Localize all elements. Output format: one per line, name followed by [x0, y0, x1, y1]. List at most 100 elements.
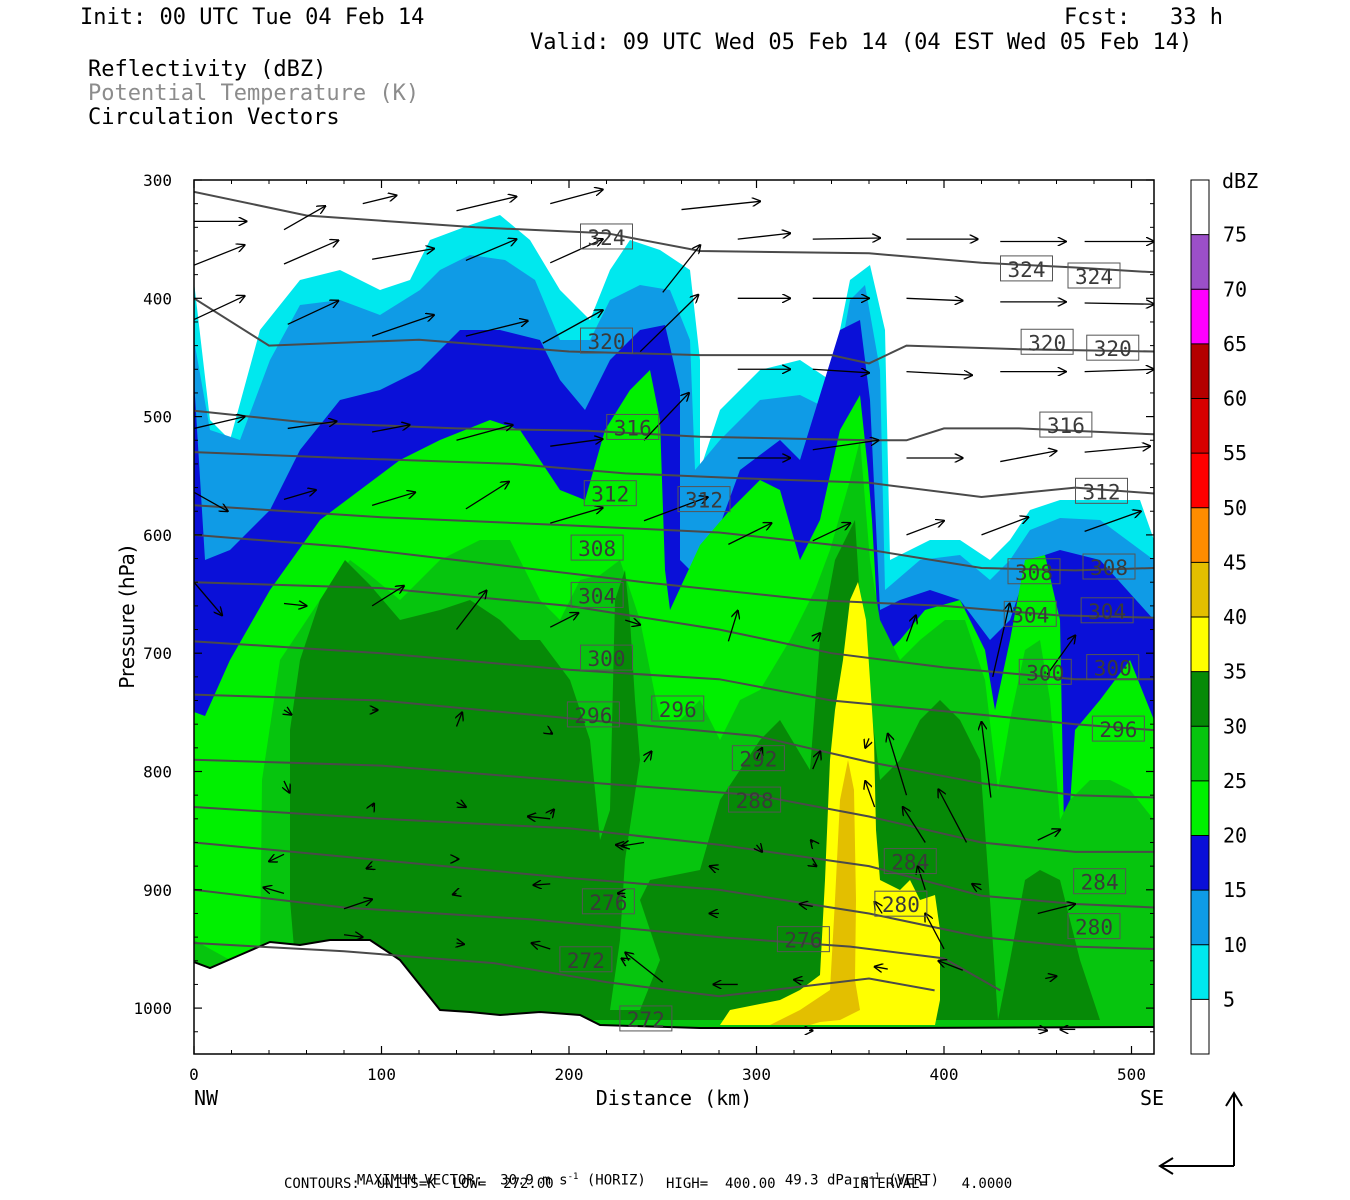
y-axis-label: Pressure (hPa) — [115, 545, 139, 688]
theta-contour-label: 288 — [728, 786, 782, 813]
circulation-vector — [550, 732, 552, 733]
theta-contour-label: 316 — [606, 413, 660, 440]
circulation-vector — [284, 780, 290, 793]
circulation-vector — [1037, 829, 1061, 841]
circulation-vector — [728, 523, 771, 545]
colorbar-bin — [1191, 562, 1209, 617]
circulation-vector — [371, 586, 404, 607]
colorbar-bin — [1191, 726, 1209, 781]
circulation-vector — [972, 884, 982, 890]
circulation-vector — [1037, 904, 1076, 915]
svg-text:324: 324 — [1075, 265, 1113, 289]
circulation-vector — [639, 295, 698, 352]
colorbar-level-label: 60 — [1223, 387, 1247, 411]
theta-contour-label: 320 — [580, 327, 633, 354]
plot-frame — [193, 179, 1155, 1055]
svg-text:296: 296 — [1099, 718, 1137, 742]
x-tick-label: 400 — [930, 1065, 959, 1084]
circulation-vector — [528, 816, 551, 818]
circulation-vector — [938, 961, 963, 971]
theta-contour-296 — [194, 640, 1154, 732]
theta-contour-label: 320 — [1020, 328, 1074, 355]
circulation-vector — [1084, 511, 1141, 532]
y-tick-label: 1000 — [133, 999, 172, 1018]
max-vector-horiz-label: (HORIZ) — [578, 1172, 646, 1189]
circulation-vector — [453, 893, 457, 894]
svg-text:312: 312 — [685, 489, 723, 513]
forecast-hour: Fcst: 33 h — [1064, 5, 1223, 30]
theta-contour-272 — [194, 942, 935, 998]
circulation-vector — [905, 615, 916, 642]
theta-contour-292 — [194, 693, 1154, 799]
circulation-vector — [888, 734, 908, 796]
circulation-vector — [727, 611, 737, 642]
theta-contour-300 — [194, 581, 1154, 681]
colorbar-level-label: 55 — [1223, 441, 1247, 465]
circulation-vector — [550, 508, 603, 524]
circulation-vector — [1084, 303, 1154, 304]
colorbar-bin-top — [1191, 180, 1209, 235]
svg-text:312: 312 — [1083, 480, 1121, 504]
colorbar-bin — [1191, 835, 1209, 891]
circulation-vector — [1084, 369, 1154, 371]
circulation-vector — [372, 249, 434, 260]
svg-text:324: 324 — [1008, 258, 1046, 282]
max-vector-vert-info: 49.3 dPa s-1 (VERT) — [768, 1156, 939, 1189]
x-tick-label: 300 — [742, 1065, 771, 1084]
circulation-vector — [981, 517, 1029, 536]
colorbar-bin — [1191, 234, 1209, 290]
reflectivity-35dbz — [720, 582, 940, 1025]
circulation-vector — [982, 722, 992, 798]
circulation-vector — [455, 591, 487, 630]
circulation-vector — [918, 866, 926, 890]
circulation-vector — [662, 245, 701, 293]
svg-text:316: 316 — [1047, 414, 1085, 438]
colorbar-bin — [1191, 999, 1209, 1054]
theta-contour-280 — [194, 841, 1154, 950]
colorbar-bin — [1191, 398, 1209, 454]
terrain-line — [194, 939, 1154, 1029]
svg-text:276: 276 — [784, 929, 822, 953]
circulation-vector — [794, 980, 804, 981]
theta-contour-label: 304 — [570, 581, 624, 608]
theta-contour-label: 284 — [883, 848, 937, 875]
circulation-vector — [263, 887, 285, 893]
contours-interval: INTERVAL= 4.0000 — [852, 1176, 1013, 1192]
max-vector-vert-value: 49.3 dPa s — [784, 1172, 870, 1189]
potential-temperature-contours — [194, 190, 1154, 998]
y-tick-label: 400 — [143, 289, 172, 308]
circulation-vector — [533, 884, 551, 885]
circulation-vector — [1084, 446, 1151, 453]
theta-contour-label: 308 — [570, 534, 624, 561]
theta-contour-label: 316 — [1039, 411, 1093, 438]
circulation-vector — [865, 781, 876, 808]
circulation-vector — [865, 738, 869, 747]
colorbar-level-label: 5 — [1223, 987, 1235, 1011]
y-tick-label: 900 — [143, 881, 172, 900]
circulation-vector — [710, 866, 720, 870]
svg-text:288: 288 — [736, 789, 774, 813]
theta-contour-label: 324 — [1000, 255, 1053, 282]
circulation-vector — [456, 425, 513, 441]
colorbar-bin — [1191, 617, 1209, 672]
circulation-vector — [456, 802, 466, 807]
field-circulation-vectors: Circulation Vectors — [88, 105, 340, 130]
circulation-vector — [938, 789, 968, 843]
x-tick-label: 200 — [555, 1065, 584, 1084]
svg-text:320: 320 — [1028, 331, 1066, 355]
circulation-vector — [465, 239, 517, 262]
circulation-vector — [194, 491, 228, 511]
theta-contour-316 — [194, 409, 1154, 442]
theta-contour-288 — [194, 758, 1154, 853]
circulation-vector — [737, 233, 791, 240]
colorbar-level-label: 50 — [1223, 496, 1247, 520]
contour-labels: 324 324 324 320 320 320 316 316 312 312 312 308 308 3… — [559, 223, 1145, 1032]
theta-contour-304 — [194, 533, 1154, 619]
circulation-vector — [465, 482, 509, 510]
circulation-vector — [906, 521, 945, 536]
svg-text:284: 284 — [1081, 871, 1119, 895]
circulation-vector — [269, 853, 285, 861]
svg-text:304: 304 — [1011, 603, 1049, 627]
y-tick-label: 500 — [143, 408, 172, 427]
